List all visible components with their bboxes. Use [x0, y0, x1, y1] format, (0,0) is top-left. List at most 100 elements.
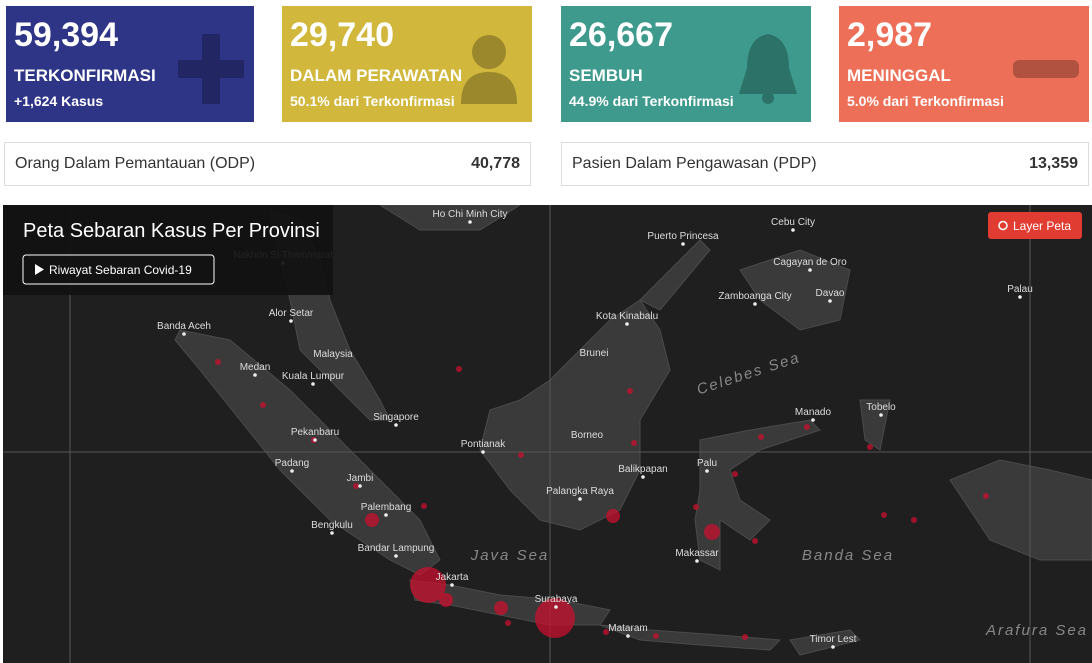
- map-label: Java Sea: [470, 547, 550, 564]
- city-dot: [753, 302, 757, 306]
- layer-icon: [998, 220, 1008, 231]
- map-label: Palu: [697, 458, 717, 469]
- city-dot: [468, 220, 472, 224]
- map-label: Zamboanga City: [718, 291, 791, 302]
- card-value: 29,740: [290, 16, 394, 54]
- card-label: TERKONFIRMASI: [14, 66, 156, 85]
- city-dot: [481, 450, 485, 454]
- card-label: SEMBUH: [569, 66, 643, 85]
- map-label: Balikpapan: [618, 464, 667, 475]
- card: 26,667 SEMBUH 44.9% dari Terkonfirmasi: [561, 6, 811, 122]
- city-dot: [791, 228, 795, 232]
- city-dot: [384, 513, 388, 517]
- map-label: Banda Aceh: [157, 321, 211, 332]
- history-button-label[interactable]: Riwayat Sebaran Covid-19: [49, 263, 192, 277]
- map-label: Cagayan de Oro: [773, 257, 847, 268]
- map-label: Pontianak: [461, 439, 506, 450]
- card: 59,394 TERKONFIRMASI +1,624 Kasus: [6, 6, 254, 122]
- map-label: Bengkulu: [311, 520, 353, 531]
- stat-value: 40,778: [471, 155, 520, 172]
- map-label: Padang: [275, 458, 309, 469]
- map-label: Palau: [1007, 284, 1033, 295]
- city-dot: [681, 242, 685, 246]
- city-dot: [831, 645, 835, 649]
- city-dot: [811, 418, 815, 422]
- city-dot: [253, 373, 257, 377]
- history-button[interactable]: [22, 254, 215, 285]
- map-label: Brunei: [580, 348, 609, 359]
- map-label: Tobelo: [866, 402, 896, 413]
- city-dot: [695, 559, 699, 563]
- city-dot: [705, 469, 709, 473]
- stat-label: Pasien Dalam Pengawasan (PDP): [572, 155, 817, 172]
- layer-button[interactable]: [988, 212, 1082, 239]
- icon: [1013, 60, 1079, 78]
- play-icon: [35, 264, 44, 275]
- card-sub: 50.1% dari Terkonfirmasi: [290, 93, 455, 109]
- stat-box: Pasien Dalam Pengawasan (PDP) 13,359: [561, 142, 1089, 186]
- card-value: 26,667: [569, 16, 673, 54]
- card-value: 59,394: [14, 16, 118, 54]
- map-label: Bandar Lampung: [358, 543, 435, 554]
- icon: [178, 34, 244, 104]
- city-dot: [311, 382, 315, 386]
- map-label: Manado: [795, 407, 832, 418]
- map-label: Timor Lest: [810, 634, 857, 645]
- stat-value: 13,359: [1029, 155, 1078, 172]
- city-dot: [330, 531, 334, 535]
- card: 2,987 MENINGGAL 5.0% dari Terkonfirmasi: [839, 6, 1089, 122]
- map-label: Banda Sea: [802, 547, 894, 564]
- card-label: DALAM PERAWATAN: [290, 66, 463, 85]
- map-label: Surabaya: [535, 594, 578, 605]
- map-label: Mataram: [608, 623, 647, 634]
- map-label: Pekanbaru: [291, 427, 339, 438]
- city-dot: [394, 423, 398, 427]
- map-label: Puerto Princesa: [647, 231, 719, 242]
- map-title: Peta Sebaran Kasus Per Provinsi: [23, 220, 320, 242]
- city-dot: [625, 322, 629, 326]
- layer-button-label[interactable]: Layer Peta: [1013, 219, 1071, 233]
- map-label: Makassar: [675, 548, 719, 559]
- map-label: Malaysia: [313, 349, 353, 360]
- map-label: Medan: [240, 362, 271, 373]
- map-label: Cebu City: [771, 217, 815, 228]
- stat-label: Orang Dalam Pemantauan (ODP): [15, 155, 256, 172]
- city-dot: [1018, 295, 1022, 299]
- map-label: Borneo: [571, 430, 604, 441]
- map-label: Arafura Sea: [985, 622, 1088, 639]
- city-dot: [554, 605, 558, 609]
- icon: [739, 34, 797, 104]
- city-dot: [626, 634, 630, 638]
- card-sub: 5.0% dari Terkonfirmasi: [847, 93, 1004, 109]
- map-panel: [3, 205, 333, 295]
- map-label: Palangka Raya: [546, 486, 614, 497]
- city-dot: [394, 554, 398, 558]
- card-sub: 44.9% dari Terkonfirmasi: [569, 93, 734, 109]
- map-label: Kuala Lumpur: [282, 371, 345, 382]
- city-dot: [313, 438, 317, 442]
- map-label: Jakarta: [436, 572, 469, 583]
- map-grid: [3, 205, 1092, 663]
- card: 29,740 DALAM PERAWATAN 50.1% dari Terkon…: [282, 6, 532, 122]
- city-dot: [182, 332, 186, 336]
- city-dot: [879, 413, 883, 417]
- card-value: 2,987: [847, 16, 933, 54]
- city-dot: [828, 299, 832, 303]
- city-dot: [358, 484, 362, 488]
- card-sub: +1,624 Kasus: [14, 93, 104, 109]
- city-dot: [641, 475, 645, 479]
- city-dot: [450, 583, 454, 587]
- city-dot: [808, 268, 812, 272]
- city-dot: [289, 319, 293, 323]
- city-dot: [578, 497, 582, 501]
- city-dot: [290, 469, 294, 473]
- map: Ho Chi Minh City Puerto Princesa Cebu City…: [3, 205, 1092, 663]
- map-label: Davao: [816, 288, 845, 299]
- icon: [461, 35, 517, 104]
- map-label: Ho Chi Minh City: [432, 209, 507, 220]
- map-label: Singapore: [373, 412, 419, 423]
- map-label: Jambi: [347, 473, 374, 484]
- map-label: Palembang: [361, 502, 412, 513]
- map-label: Alor Setar: [269, 308, 314, 319]
